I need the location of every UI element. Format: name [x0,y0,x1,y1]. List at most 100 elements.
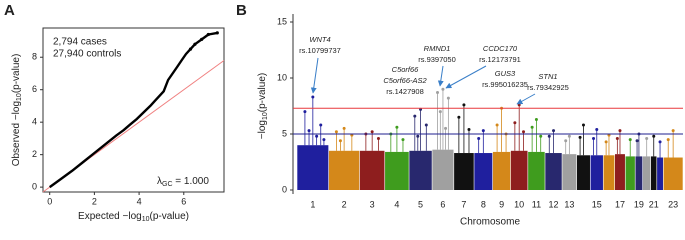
x-axis-label-sub: 10 [142,216,150,223]
lambda-gc-main: = 1.000 [173,176,210,187]
x-tick-label: 2 [342,199,347,209]
snp-point [446,96,450,100]
x-tick-label: 2 [92,196,97,206]
snp-point [436,91,440,95]
lambda-gc: λGC = 1.000 [157,176,209,189]
snp-bulk [297,145,329,190]
snp-point [395,125,399,129]
snp-point [311,95,315,99]
x-axis-label: Expected −log10(p-value) [78,211,189,224]
gene-label: STN1 [538,72,557,81]
snp-point [666,138,670,142]
snp-point [645,136,649,140]
snp-point [539,134,543,138]
snp-point [319,123,323,127]
snp-bulk [642,156,651,190]
annotation-arrow [516,93,536,105]
snp-point [322,138,326,142]
snp-point [457,115,461,119]
snp-point [595,128,599,132]
snp-point [334,130,338,134]
snp-point [578,135,582,139]
snp-bulk [492,151,511,190]
page: {"chart_data": [ {"type": "qq", "panel_l… [4,1,683,228]
snp-bulk [590,155,603,190]
x-tick-label: 11 [532,199,541,209]
snp-bulk [528,151,545,190]
y-axis-label-main: (p-value) [257,73,268,112]
snp-label: rs.79342925 [527,83,569,92]
snp-label: rs.10799737 [299,46,341,55]
annotation-arrow [437,65,444,87]
panel-label: B [236,2,247,19]
snp-bulk [359,150,385,190]
snp-point [615,136,619,140]
x-tick-label: 3 [370,199,375,209]
snp-point [413,114,417,118]
snp-bulk [625,156,635,190]
x-tick-label: 4 [137,196,142,206]
gene-label: CCDC170 [483,44,518,53]
snp-bulk [432,149,454,190]
annotation-arrow [310,57,319,94]
x-tick-label: 23 [668,199,678,209]
snp-point [376,136,380,140]
snp-point [530,125,534,129]
snp-point [592,136,596,140]
gene-label: GUS3 [495,69,516,78]
x-tick-label: 6 [440,199,445,209]
snp-bulk [576,155,590,190]
snp-point [370,130,374,134]
y-tick-label: 6 [32,84,37,94]
x-tick-label: 4 [394,199,399,209]
snp-bulk [657,157,663,190]
snp-point [604,140,608,144]
snp-bulk [603,155,615,190]
x-axis-label-main: (p-value) [150,211,189,222]
lambda-gc-sub: GC [162,181,173,188]
snp-bulk [562,154,577,190]
snp-point [581,123,585,127]
snp-point [671,129,675,133]
snp-bulk [650,156,657,190]
snp-label: rs.1427908 [386,87,424,96]
x-axis-label: Chromosome [460,217,520,228]
qq-point [200,37,204,41]
x-tick-label: 8 [481,199,486,209]
snp-point [567,134,571,138]
snp-point [477,136,481,140]
x-tick-label: 9 [499,199,504,209]
x-tick-label: 0 [47,196,52,206]
y-axis-label-main: −log [257,120,268,139]
sample-size: 27,940 controls [53,49,121,60]
gene-label: WNT4 [309,35,330,44]
y-axis-label: Observed −log10(p-value) [11,54,24,167]
y-tick-label: 0 [282,184,287,194]
snp-point [547,134,551,138]
y-axis-label-sub: 10 [262,112,269,120]
snp-point [481,129,485,133]
x-axis-label-main: Expected −log [78,211,142,222]
x-tick-label: 1 [310,199,315,209]
qq-point [193,42,197,46]
snp-bulk [635,156,643,190]
snp-point [635,139,639,143]
x-tick-label: 7 [461,199,466,209]
gene-label: C5orf66 [392,65,420,74]
annotation-arrow [445,65,487,89]
snp-bulk [328,150,360,190]
snp-point [522,130,526,134]
snp-label: rs.995016235 [482,80,528,89]
y-tick-label: 4 [32,117,37,127]
x-tick-label: 6 [181,196,186,206]
snp-point [303,110,307,114]
snp-bulk [474,153,493,190]
snp-point [513,121,517,125]
snp-point [658,140,662,144]
lambda-gc-main: λ [157,176,162,187]
snp-point [416,134,420,138]
qq-point [206,32,210,37]
y-tick-label: 10 [277,72,287,82]
snp-point [338,139,342,143]
